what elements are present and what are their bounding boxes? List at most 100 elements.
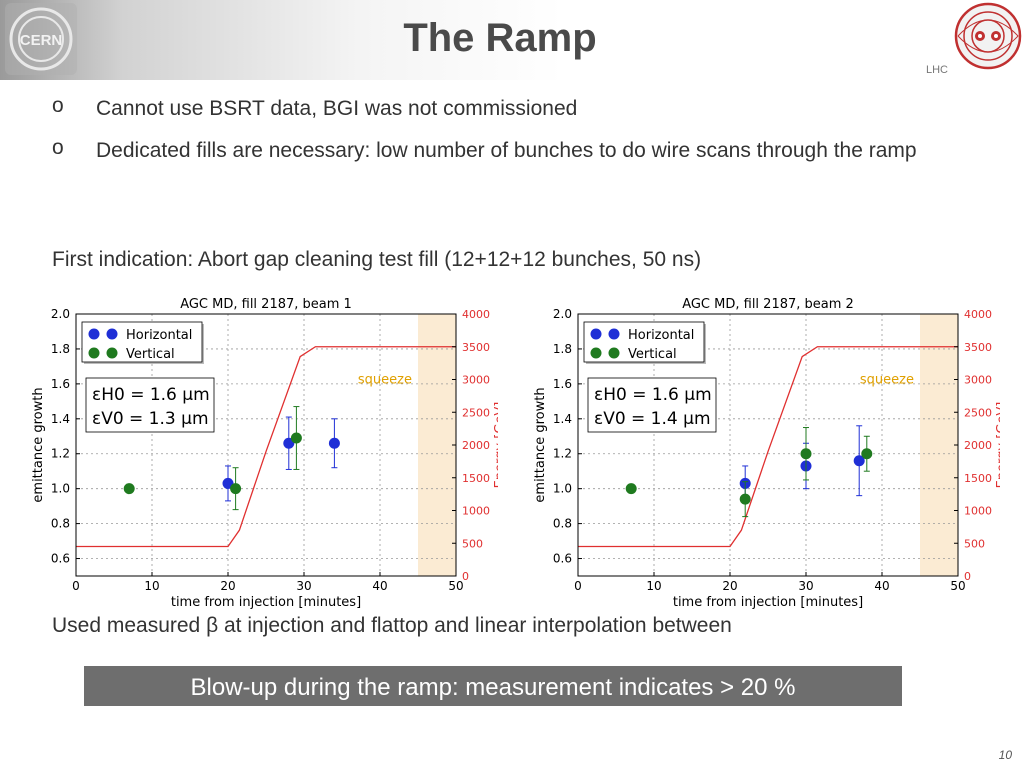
- y-tick-label: 0.6: [51, 552, 70, 566]
- cern-logo-text: CERN: [20, 32, 63, 49]
- beam1-chart: 0 10 20 30 40 50 0.6 0.8 1.0 1.2 1.4 1.6 1.8 2.0 0 500 1…: [31, 297, 498, 610]
- data-point: [861, 448, 873, 460]
- page-number: 10: [998, 748, 1012, 762]
- y2-tick-label: 0: [964, 570, 971, 583]
- annotation-text: εV0 = 1.3 μm: [92, 409, 209, 429]
- y2-axis-label: Energy [GeV]: [995, 402, 1000, 489]
- y-tick-label: 1.2: [51, 447, 70, 461]
- squeeze-label: squeeze: [860, 373, 914, 388]
- x-tick-label: 50: [950, 579, 965, 593]
- y2-tick-label: 1000: [462, 505, 490, 518]
- x-tick-label: 20: [722, 579, 737, 593]
- legend-marker: [590, 328, 602, 340]
- y-axis-label: emittance growth: [31, 387, 46, 502]
- y-tick-label: 2.0: [51, 307, 70, 321]
- x-tick-label: 40: [372, 579, 387, 593]
- x-tick-label: 10: [144, 579, 159, 593]
- x-tick-label: 0: [72, 579, 80, 593]
- y2-tick-label: 0: [462, 570, 469, 583]
- data-point: [123, 483, 135, 495]
- x-tick-label: 20: [220, 579, 235, 593]
- conclusion-banner: Blow-up during the ramp: measurement ind…: [84, 666, 902, 706]
- first-indication-text: First indication: Abort gap cleaning tes…: [52, 248, 702, 271]
- y-tick-label: 1.8: [51, 342, 70, 356]
- bullet-text: Dedicated fills are necessary: low numbe…: [96, 139, 917, 162]
- lhc-label: LHC: [926, 64, 949, 76]
- y2-tick-label: 2500: [462, 406, 490, 419]
- squeeze-band: [418, 314, 456, 576]
- data-point: [290, 432, 302, 444]
- annotation-text: εV0 = 1.4 μm: [594, 409, 711, 429]
- y2-tick-label: 4000: [462, 308, 490, 321]
- y2-tick-label: 3500: [462, 341, 490, 354]
- y-tick-label: 1.0: [51, 482, 70, 496]
- y2-tick-label: 1500: [964, 472, 992, 485]
- data-point: [230, 483, 242, 495]
- y-tick-label: 0.8: [51, 517, 70, 531]
- lhc-logo-icon: [954, 2, 1022, 70]
- legend-label: Vertical: [628, 347, 677, 362]
- slide-header: CERN The Ramp LHC: [0, 0, 1024, 80]
- y-tick-label: 1.6: [553, 377, 572, 391]
- y2-tick-label: 3000: [462, 374, 490, 387]
- beam2-chart: 0 10 20 30 40 50 0.6 0.8 1.0 1.2 1.4 1.6 1.8 2.0 0 500 1…: [533, 297, 1000, 610]
- y-tick-label: 1.8: [553, 342, 572, 356]
- data-point: [328, 437, 340, 449]
- y-tick-label: 1.0: [553, 482, 572, 496]
- chart-title: AGC MD, fill 2187, beam 2: [682, 297, 854, 312]
- legend-marker: [88, 328, 100, 340]
- chart-title: AGC MD, fill 2187, beam 1: [180, 297, 352, 312]
- squeeze-label: squeeze: [358, 373, 412, 388]
- annotation-text: εH0 = 1.6 μm: [92, 385, 210, 405]
- page-title: The Ramp: [403, 16, 597, 60]
- legend-marker: [608, 347, 620, 359]
- legend-label: Vertical: [126, 347, 175, 362]
- y-tick-label: 1.2: [553, 447, 572, 461]
- annotation-box: [587, 377, 717, 433]
- y-tick-label: 0.6: [553, 552, 572, 566]
- y2-tick-label: 500: [462, 537, 483, 550]
- bullet-text: Cannot use BSRT data, BGI was not commis…: [96, 97, 578, 120]
- y2-tick-label: 2000: [964, 439, 992, 452]
- energy-curve: [76, 346, 456, 548]
- x-tick-label: 40: [874, 579, 889, 593]
- y2-axis-label: Energy [GeV]: [493, 402, 498, 489]
- legend-label: Horizontal: [628, 328, 694, 343]
- legend-marker: [590, 347, 602, 359]
- legend-marker: [106, 328, 118, 340]
- cern-logo-icon: CERN: [5, 3, 77, 75]
- legend-marker: [88, 347, 100, 359]
- legend-box: [81, 321, 203, 363]
- squeeze-band: [920, 314, 958, 576]
- legend-label: Horizontal: [126, 328, 192, 343]
- y-tick-label: 1.4: [553, 412, 572, 426]
- bullet-marker: o: [52, 136, 64, 159]
- legend-marker: [106, 347, 118, 359]
- y2-tick-label: 3000: [964, 374, 992, 387]
- x-tick-label: 0: [574, 579, 582, 593]
- y-axis-label: emittance growth: [533, 387, 548, 502]
- annotation-box: [85, 377, 215, 433]
- annotation-text: εH0 = 1.6 μm: [594, 385, 712, 405]
- x-axis-label: time from injection [minutes]: [171, 595, 361, 610]
- legend-box: [583, 321, 705, 363]
- data-point: [853, 455, 865, 467]
- bullet-marker: o: [52, 94, 64, 117]
- data-point: [800, 448, 812, 460]
- data-point: [739, 493, 751, 505]
- interpolation-note: Used measured β at injection and flattop…: [52, 614, 732, 637]
- data-point: [625, 483, 637, 495]
- y-tick-label: 1.6: [51, 377, 70, 391]
- energy-curve: [578, 346, 958, 548]
- x-tick-label: 30: [296, 579, 311, 593]
- y2-tick-label: 500: [964, 537, 985, 550]
- x-tick-label: 50: [448, 579, 463, 593]
- y-tick-label: 1.4: [51, 412, 70, 426]
- x-tick-label: 10: [646, 579, 661, 593]
- y-tick-label: 2.0: [553, 307, 572, 321]
- y2-tick-label: 1000: [964, 505, 992, 518]
- y2-tick-label: 4000: [964, 308, 992, 321]
- x-tick-label: 30: [798, 579, 813, 593]
- y-tick-label: 0.8: [553, 517, 572, 531]
- legend-marker: [608, 328, 620, 340]
